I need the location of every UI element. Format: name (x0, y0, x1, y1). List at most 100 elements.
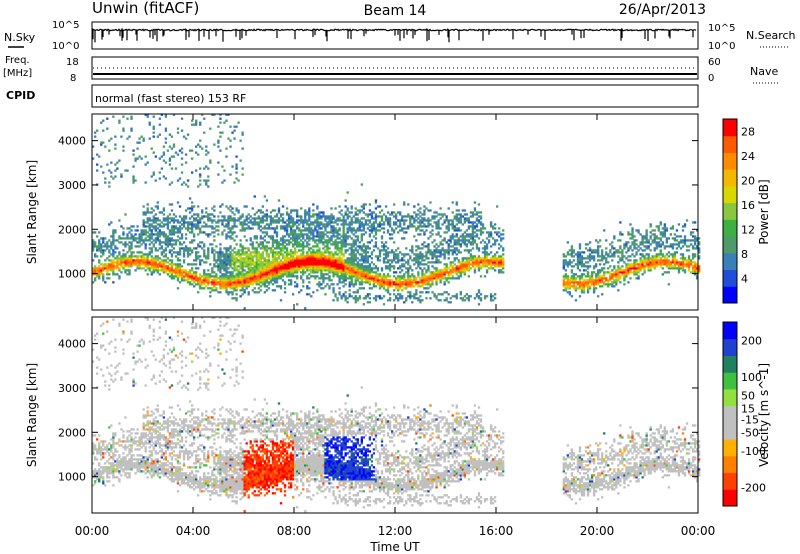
power-cell (382, 283, 386, 286)
power-cell (382, 245, 386, 248)
power-cell (388, 223, 392, 226)
power-cell (306, 285, 309, 288)
power-cell (271, 209, 275, 212)
power-cell (407, 253, 410, 256)
power-cell (314, 255, 317, 258)
power-cell (134, 261, 137, 264)
power-cell (392, 259, 396, 262)
power-cell (259, 285, 262, 288)
power-cell (477, 303, 481, 306)
nave-tick-bottom: 0 (708, 73, 714, 84)
power-cell (388, 213, 392, 216)
power-cell (170, 135, 174, 138)
power-cell (120, 265, 123, 268)
power-cell (376, 277, 380, 280)
power-cell (328, 271, 331, 274)
power-cell (431, 253, 434, 256)
power-cell (92, 269, 95, 272)
power-cell (449, 237, 452, 240)
power-cell (205, 273, 208, 276)
power-cell (146, 219, 149, 222)
power-cell (247, 291, 250, 294)
power-cell (423, 259, 426, 262)
power-cell (154, 241, 157, 244)
power-cell (368, 221, 372, 224)
power-cell (423, 275, 426, 278)
power-cell (98, 277, 101, 280)
power-cell (328, 239, 331, 242)
power-cell (221, 273, 224, 276)
power-cell (249, 283, 252, 286)
power-cell (110, 243, 113, 246)
power-cell (417, 283, 420, 286)
power-cell (251, 279, 254, 282)
power-cell (336, 243, 339, 246)
power-cell (348, 263, 351, 266)
power-cell (201, 279, 204, 282)
power-cell (441, 243, 444, 246)
power-cell (340, 243, 343, 246)
power-cell (570, 271, 574, 274)
power-cell (227, 255, 230, 258)
power-cell (447, 239, 450, 242)
power-cell (500, 255, 503, 258)
power-cell (354, 283, 357, 286)
power-cell (193, 279, 196, 282)
power-cell (431, 255, 434, 258)
power-cell (259, 221, 262, 224)
power-cell (564, 277, 567, 280)
power-cell (245, 217, 248, 220)
power-cell (279, 263, 283, 266)
power-cell (225, 253, 228, 256)
power-cell (164, 161, 168, 164)
power-cell (592, 251, 596, 254)
power-cell (475, 225, 479, 228)
power-cell (346, 249, 349, 252)
power-cell (352, 243, 355, 246)
power-cell (235, 167, 238, 170)
power-cell (320, 259, 323, 262)
power-cell (352, 229, 355, 232)
power-cell (378, 297, 382, 300)
power-cell (174, 251, 178, 254)
power-cell (435, 249, 438, 252)
power-cell (152, 257, 155, 260)
power-cell (346, 229, 349, 232)
power-cell (592, 281, 596, 284)
power-cell (405, 281, 408, 284)
power-cell (146, 265, 149, 268)
power-cell (195, 275, 198, 278)
power-cell (597, 295, 600, 298)
power-cell (96, 273, 99, 276)
power-cell (283, 245, 287, 248)
power-cell (390, 251, 394, 254)
power-cell (316, 257, 319, 260)
power-cell (249, 255, 252, 258)
power-cell (130, 229, 133, 232)
power-cell (265, 285, 269, 288)
power-cell (316, 207, 319, 210)
power-cell (229, 287, 232, 290)
power-cell (221, 233, 224, 236)
power-cell (261, 237, 264, 240)
power-cell (124, 237, 127, 240)
power-cell (241, 273, 244, 276)
power-cell (275, 239, 279, 242)
power-cell (136, 157, 139, 160)
power-cell (162, 175, 166, 178)
power-cell (447, 227, 450, 230)
power-cell (477, 269, 481, 272)
power-cell (92, 145, 95, 148)
power-cell (197, 205, 200, 208)
power-cell (395, 249, 398, 252)
power-cell (243, 205, 246, 208)
power-cell (324, 267, 327, 270)
power-cell (251, 257, 254, 260)
power-cell (306, 255, 309, 258)
power-cell (364, 203, 368, 206)
power-cell (112, 271, 115, 274)
power-cell (217, 257, 220, 260)
power-cell (233, 283, 236, 286)
power-cell (455, 203, 458, 206)
power-cell (368, 281, 372, 284)
